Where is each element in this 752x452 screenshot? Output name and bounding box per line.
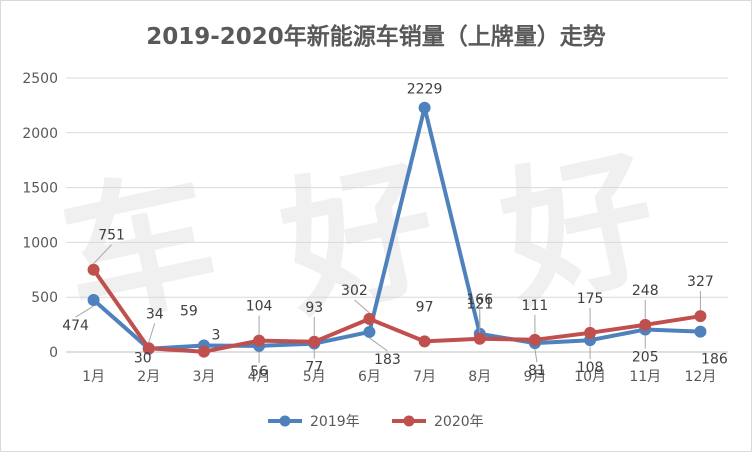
data-label: 205 bbox=[632, 350, 659, 366]
data-label: 97 bbox=[416, 299, 434, 315]
x-tick-label: 4月 bbox=[248, 369, 271, 385]
data-label: 59 bbox=[180, 304, 198, 320]
y-tick-label: 2000 bbox=[22, 126, 58, 142]
x-tick-label: 8月 bbox=[468, 369, 491, 385]
data-point bbox=[363, 325, 376, 338]
data-label: 2229 bbox=[407, 82, 443, 98]
series-2 bbox=[87, 263, 707, 358]
data-point bbox=[308, 335, 321, 348]
x-tick-label: 1月 bbox=[82, 369, 105, 385]
data-point bbox=[473, 332, 486, 345]
x-tick-label: 5月 bbox=[303, 369, 326, 385]
chart-title: 2019-2020年新能源车销量（上牌量）走势 bbox=[146, 23, 606, 50]
data-label: 34 bbox=[146, 306, 164, 322]
label-leader bbox=[369, 337, 388, 352]
data-point bbox=[142, 342, 155, 355]
legend-label: 2019年 bbox=[310, 414, 360, 430]
x-tick-label: 6月 bbox=[358, 369, 381, 385]
x-tick-label: 3月 bbox=[192, 369, 215, 385]
data-label: 56 bbox=[250, 364, 268, 380]
watermark: 车好好 bbox=[48, 129, 671, 350]
data-label: 108 bbox=[577, 360, 604, 376]
y-tick-label: 2500 bbox=[22, 71, 58, 87]
data-point bbox=[639, 318, 652, 331]
watermark-glyph: 好 bbox=[267, 139, 451, 341]
series-layer bbox=[87, 101, 707, 358]
x-tick-label: 11月 bbox=[629, 369, 661, 385]
data-point bbox=[87, 294, 100, 307]
data-label: 327 bbox=[687, 274, 714, 290]
label-leader bbox=[534, 349, 538, 363]
data-label: 166 bbox=[466, 292, 493, 308]
data-labels: 474 30 59 56 77 183 2229 166 81 108 205 186 751 34 3 10… bbox=[62, 82, 728, 380]
legend-swatch-marker bbox=[403, 415, 415, 427]
data-label: 183 bbox=[374, 352, 401, 368]
data-label: 104 bbox=[246, 299, 273, 315]
data-label: 111 bbox=[522, 298, 549, 314]
data-label: 93 bbox=[305, 300, 323, 316]
data-point bbox=[418, 335, 431, 348]
series-line bbox=[91, 267, 703, 354]
series-line bbox=[91, 105, 703, 351]
legend-label: 2020年 bbox=[434, 414, 484, 430]
data-point bbox=[694, 310, 707, 323]
legend: 2019年 2020年 bbox=[268, 414, 484, 430]
data-label: 186 bbox=[701, 352, 728, 368]
data-label: 30 bbox=[134, 351, 152, 367]
label-leader bbox=[354, 299, 370, 314]
label-leader bbox=[93, 244, 112, 265]
x-axis-ticks: 1月 2月 3月 4月 5月 6月 7月 8月 9月 10月 11月 12月 bbox=[82, 369, 716, 385]
y-tick-label: 1500 bbox=[22, 181, 58, 197]
y-axis-ticks: 0 500 1000 1500 2000 2500 bbox=[22, 71, 58, 361]
x-tick-label: 7月 bbox=[413, 369, 436, 385]
x-tick-label: 9月 bbox=[523, 369, 546, 385]
data-point bbox=[253, 334, 266, 347]
data-label: 3 bbox=[211, 328, 220, 344]
data-point bbox=[87, 263, 100, 276]
data-point bbox=[528, 333, 541, 346]
data-label: 751 bbox=[98, 228, 125, 244]
data-point bbox=[197, 345, 210, 358]
data-point bbox=[363, 312, 376, 325]
legend-item-1: 2019年 bbox=[268, 414, 360, 430]
data-label: 302 bbox=[341, 283, 368, 299]
data-label: 248 bbox=[632, 283, 659, 299]
data-label: 77 bbox=[305, 360, 323, 376]
y-tick-label: 1000 bbox=[22, 235, 58, 251]
data-point bbox=[584, 326, 597, 339]
data-point bbox=[694, 325, 707, 338]
data-label: 81 bbox=[528, 363, 546, 379]
x-tick-label: 12月 bbox=[685, 369, 717, 385]
y-tick-label: 500 bbox=[31, 290, 58, 306]
y-tick-label: 0 bbox=[49, 345, 58, 361]
label-leader bbox=[148, 323, 156, 343]
watermark-glyph: 车 bbox=[48, 149, 231, 350]
x-tick-label: 10月 bbox=[574, 369, 606, 385]
legend-item-2: 2020年 bbox=[392, 414, 484, 430]
data-label: 121 bbox=[466, 297, 493, 313]
label-leader bbox=[75, 305, 94, 318]
legend-swatch-marker bbox=[279, 415, 291, 427]
data-label: 175 bbox=[577, 291, 604, 307]
x-tick-label: 2月 bbox=[137, 369, 160, 385]
data-label: 474 bbox=[62, 318, 89, 334]
data-point bbox=[418, 101, 431, 114]
